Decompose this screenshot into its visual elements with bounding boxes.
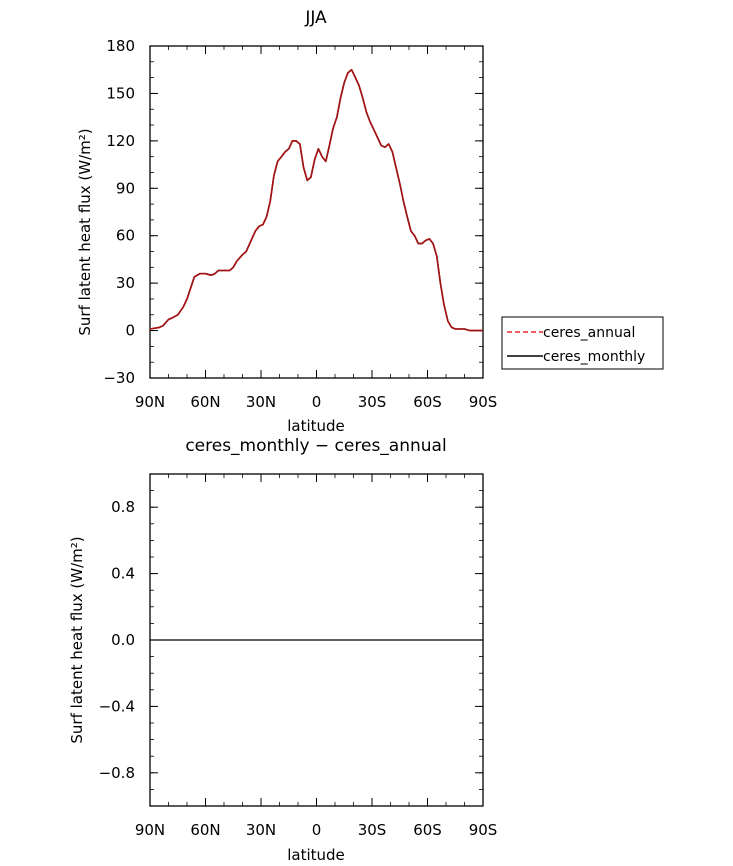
x-tick-label: 60N — [190, 821, 220, 839]
y-tick-label: 150 — [106, 84, 135, 102]
x-tick-label: 60S — [413, 821, 442, 839]
legend: ceres_annual ceres_monthly — [501, 316, 664, 370]
x-tick-label: 0 — [312, 821, 322, 839]
x-tick-label: 30N — [246, 821, 276, 839]
top-chart-frame — [149, 45, 484, 379]
x-tick-label: 0 — [312, 393, 322, 411]
y-tick-label: 120 — [106, 132, 135, 150]
bottom-chart-x-axis-label: latitude — [287, 846, 345, 864]
bottom-chart-title: ceres_monthly − ceres_annual — [185, 436, 446, 456]
series-line-ceres-monthly — [149, 68, 483, 332]
bottom-chart-x-tick-labels: 90N 60N 30N 0 30S 60S 90S — [135, 821, 497, 839]
x-tick-label: 30N — [246, 393, 276, 411]
y-tick-label: 180 — [106, 37, 135, 55]
y-tick-label: 30 — [116, 274, 135, 292]
y-tick-label: −0.4 — [99, 697, 135, 715]
y-tick-label: 0.0 — [111, 631, 135, 649]
top-chart-y-axis-label: Surf latent heat flux (W/m²) — [76, 128, 94, 335]
x-tick-label: 90S — [469, 821, 498, 839]
top-chart-panel: JJA −30 0 30 60 90 120 150 180 90N 60N 30N 0 30S 60S… — [76, 8, 497, 435]
x-tick-label: 60N — [190, 393, 220, 411]
bottom-chart-panel: ceres_monthly − ceres_annual −0.8 −0.4 0.0… — [68, 436, 497, 864]
bottom-chart-y-tick-labels: −0.8 −0.4 0.0 0.4 0.8 — [99, 498, 135, 782]
y-tick-label: 0 — [125, 322, 135, 340]
series-line-ceres-annual — [149, 68, 483, 332]
y-tick-label: 0.4 — [111, 565, 135, 583]
y-tick-label: −0.8 — [99, 764, 135, 782]
top-chart-y-tick-labels: −30 0 30 60 90 120 150 180 — [103, 37, 135, 387]
top-chart-x-tick-labels: 90N 60N 30N 0 30S 60S 90S — [135, 393, 497, 411]
y-tick-label: −30 — [103, 369, 135, 387]
top-chart-x-axis-label: latitude — [287, 417, 345, 435]
y-tick-label: 90 — [116, 179, 135, 197]
x-tick-label: 30S — [358, 393, 387, 411]
x-tick-label: 90N — [135, 393, 165, 411]
top-chart-ticks — [149, 45, 484, 379]
x-tick-label: 90N — [135, 821, 165, 839]
legend-box — [501, 316, 664, 370]
top-chart-title: JJA — [304, 8, 327, 28]
x-tick-label: 30S — [358, 821, 387, 839]
legend-label-ceres-annual: ceres_annual — [543, 325, 635, 341]
y-tick-label: 0.8 — [111, 498, 135, 516]
legend-label-ceres-monthly: ceres_monthly — [543, 349, 645, 365]
x-tick-label: 90S — [469, 393, 498, 411]
bottom-chart-y-axis-label: Surf latent heat flux (W/m²) — [68, 536, 86, 743]
x-tick-label: 60S — [413, 393, 442, 411]
top-chart-series — [149, 68, 483, 332]
y-tick-label: 60 — [116, 227, 135, 245]
